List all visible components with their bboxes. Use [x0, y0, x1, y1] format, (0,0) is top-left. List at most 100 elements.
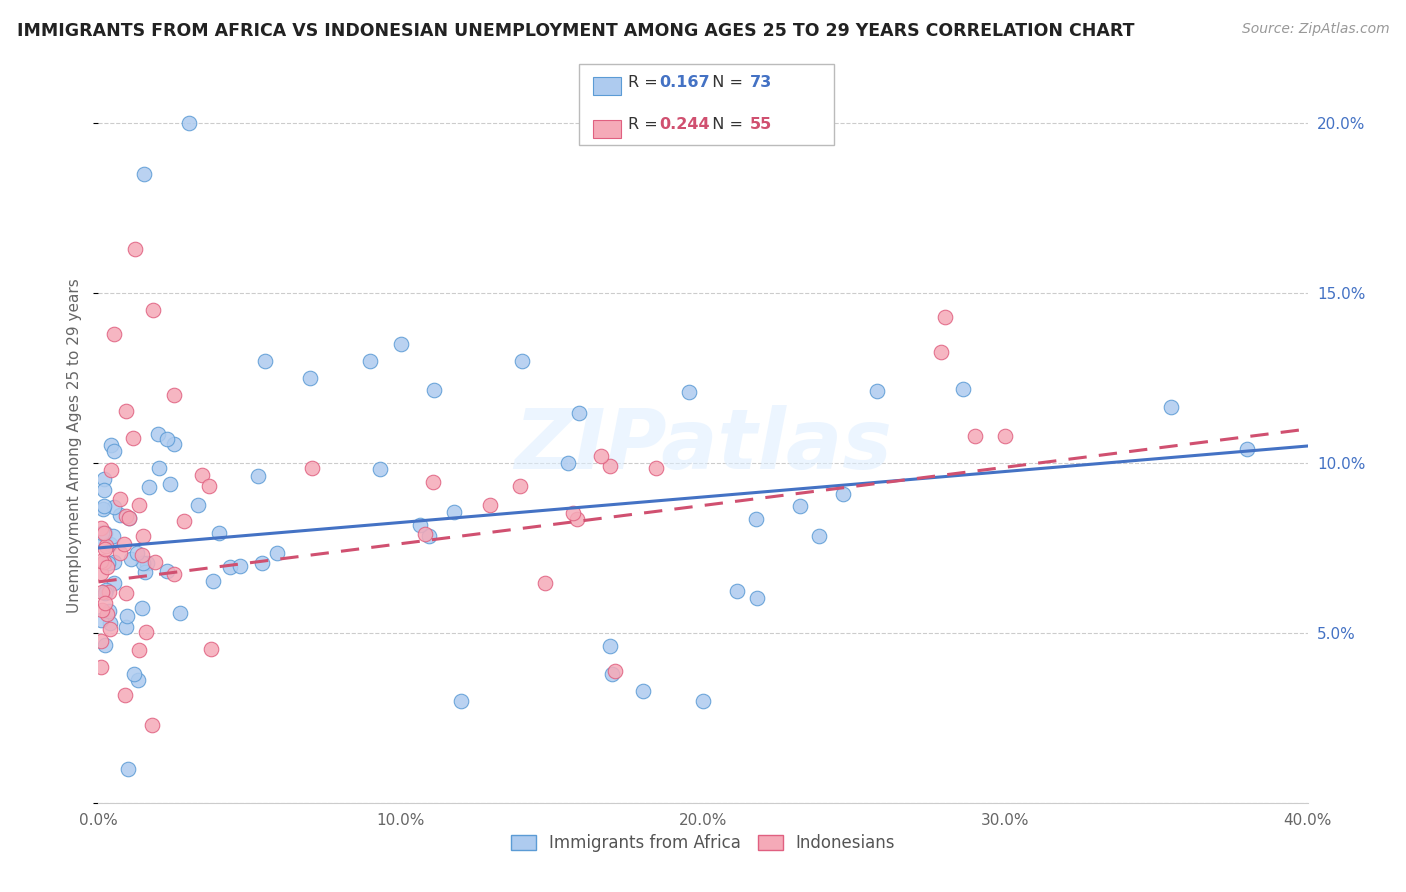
Point: [98, 622, 121, 636]
Point: [156, 433, 179, 447]
Point: [156, 564, 179, 578]
Point: [1160, 400, 1182, 414]
Point: [96, 559, 118, 574]
Point: [422, 475, 444, 489]
Point: [101, 529, 124, 543]
Text: R =: R =: [628, 118, 664, 132]
Point: [370, 461, 392, 475]
Point: [418, 529, 440, 543]
Point: [253, 354, 276, 368]
Point: [169, 607, 191, 621]
Point: [589, 449, 612, 463]
Legend: Immigrants from Africa, Indonesians: Immigrants from Africa, Indonesians: [503, 828, 903, 859]
Point: [132, 167, 155, 181]
Point: [108, 546, 131, 560]
Point: [200, 641, 222, 656]
Point: [163, 567, 186, 582]
Point: [131, 601, 153, 615]
Point: [94, 541, 117, 556]
Point: [98, 537, 121, 551]
Point: [115, 609, 138, 624]
Point: [450, 694, 472, 708]
Point: [114, 508, 136, 523]
Point: [159, 477, 181, 491]
Point: [117, 762, 139, 776]
Point: [97, 556, 120, 570]
Point: [163, 388, 186, 402]
Point: [96, 607, 118, 621]
Point: [565, 512, 588, 526]
Point: [678, 384, 700, 399]
Point: [409, 517, 432, 532]
Point: [745, 512, 768, 526]
Text: ZIPatlas: ZIPatlas: [515, 406, 891, 486]
Point: [110, 508, 132, 522]
Point: [124, 242, 146, 256]
Point: [135, 624, 157, 639]
Point: [97, 585, 120, 599]
Point: [90, 633, 112, 648]
Text: 0.167: 0.167: [659, 75, 710, 89]
Point: [100, 437, 122, 451]
Point: [103, 444, 125, 458]
Point: [90, 659, 112, 673]
Point: [122, 667, 145, 681]
Point: [631, 683, 654, 698]
Text: Source: ZipAtlas.com: Source: ZipAtlas.com: [1241, 22, 1389, 37]
Point: [103, 326, 125, 341]
Point: [112, 537, 135, 551]
Point: [98, 616, 121, 631]
Point: [115, 585, 138, 599]
Point: [173, 514, 195, 528]
Point: [94, 539, 117, 553]
Point: [97, 604, 120, 618]
Point: [808, 529, 831, 543]
Text: N =: N =: [702, 75, 748, 89]
Point: [301, 460, 323, 475]
Point: [94, 596, 117, 610]
Point: [423, 383, 446, 397]
Point: [692, 694, 714, 708]
Point: [142, 303, 165, 318]
Text: 0.244: 0.244: [659, 118, 710, 132]
Point: [131, 529, 153, 543]
Point: [90, 533, 112, 547]
Point: [93, 555, 115, 569]
Point: [832, 487, 855, 501]
Point: [443, 505, 465, 519]
Point: [725, 583, 748, 598]
Point: [250, 556, 273, 570]
Point: [202, 574, 225, 589]
Point: [163, 437, 186, 451]
Point: [952, 382, 974, 396]
Point: [93, 483, 115, 498]
Point: [568, 406, 591, 420]
Point: [103, 575, 125, 590]
Point: [602, 666, 624, 681]
Point: [128, 642, 150, 657]
Point: [121, 431, 143, 445]
Point: [93, 499, 115, 513]
Point: [125, 546, 148, 560]
Point: [246, 469, 269, 483]
Point: [90, 525, 112, 540]
Point: [90, 584, 112, 599]
Point: [138, 480, 160, 494]
Point: [187, 499, 209, 513]
Y-axis label: Unemployment Among Ages 25 to 29 years: Unemployment Among Ages 25 to 29 years: [67, 278, 83, 614]
Point: [645, 461, 668, 475]
Point: [190, 467, 212, 482]
Point: [413, 526, 436, 541]
Point: [141, 718, 163, 732]
Point: [131, 548, 153, 562]
Point: [534, 576, 557, 591]
Point: [299, 371, 322, 385]
Text: R =: R =: [628, 75, 664, 89]
Point: [479, 498, 502, 512]
Point: [90, 613, 112, 627]
Point: [208, 525, 231, 540]
Point: [603, 664, 626, 678]
Point: [93, 471, 115, 485]
Point: [599, 458, 621, 473]
Point: [198, 479, 221, 493]
